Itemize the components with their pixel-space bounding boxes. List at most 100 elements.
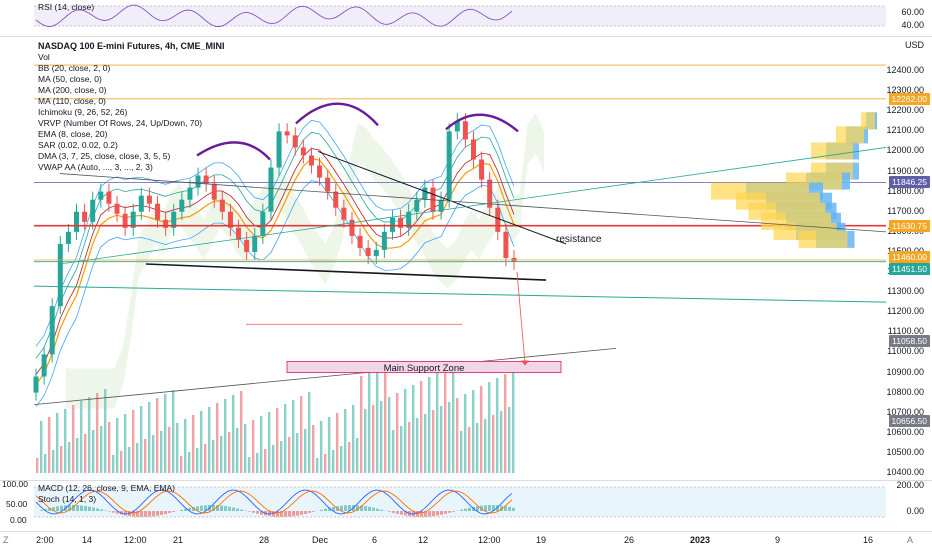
macd-histogram-bar — [276, 511, 279, 517]
macd-histogram-bar — [220, 505, 223, 511]
macd-histogram-bar — [292, 511, 295, 517]
osc-left-tick-100: 100.00 — [2, 481, 28, 489]
volume-bar — [204, 444, 207, 473]
macd-histogram-bar — [324, 508, 327, 511]
candle-body — [373, 249, 379, 256]
candle-body — [398, 217, 404, 228]
macd-histogram-bar — [80, 505, 83, 511]
rsi-tick-40: 40.00 — [901, 20, 924, 30]
macd-histogram-bar — [304, 511, 307, 514]
candle-body — [138, 195, 144, 212]
stoch-legend: Stoch (14, 1, 3) — [38, 494, 97, 504]
volume-bar — [68, 442, 71, 473]
candle-body — [82, 211, 88, 222]
price-tick-label: 10500.00 — [886, 446, 924, 457]
indicator-legend-item: BB (20, close, 2, 0) — [38, 63, 111, 73]
macd-histogram-bar — [300, 511, 303, 515]
macd-histogram-bar — [500, 505, 503, 511]
volume-bar — [212, 440, 215, 473]
macd-histogram-bar — [112, 511, 115, 513]
candle-body — [495, 207, 501, 232]
corner-left-label[interactable]: Z — [3, 535, 9, 545]
macd-histogram-bar — [124, 511, 127, 516]
candle-body — [454, 121, 460, 132]
price-pane[interactable]: NASDAQ 100 E-mini Futures, 4h, CME_MINI … — [0, 37, 932, 480]
volume-bar — [452, 365, 455, 473]
indicator-legend-item: EMA (8, close, 20) — [38, 129, 108, 139]
volume-bar — [440, 406, 443, 473]
macd-histogram-bar — [476, 506, 479, 511]
volume-bar — [208, 407, 211, 473]
price-tick-label: 11900.00 — [887, 165, 924, 176]
projection-arrow — [516, 271, 526, 364]
candle-body — [341, 207, 347, 220]
candle-body — [41, 354, 47, 377]
volume-profile-down — [798, 230, 848, 248]
volume-bar — [160, 431, 163, 473]
volume-bar — [336, 413, 339, 473]
macd-histogram-bar — [196, 506, 199, 511]
volume-bar — [400, 426, 403, 473]
volume-bar — [264, 449, 267, 473]
pane-separator[interactable] — [0, 36, 932, 37]
volume-bar — [240, 391, 243, 473]
resistance-trendline — [317, 150, 567, 245]
pane-separator-2[interactable] — [0, 480, 932, 481]
macd-histogram-bar — [240, 509, 243, 511]
macd-histogram-bar — [248, 511, 251, 512]
volume-bar — [352, 405, 355, 473]
time-tick-label: 26 — [624, 535, 635, 545]
macd-histogram-bar — [132, 511, 135, 517]
candle-body — [33, 376, 39, 393]
candle-body — [292, 135, 298, 148]
macd-histogram-bar — [280, 511, 283, 517]
volume-bar — [324, 454, 327, 473]
candle-body — [57, 243, 63, 307]
volume-bar — [252, 420, 255, 473]
volume-bar — [192, 415, 195, 473]
macd-histogram-bar — [348, 505, 351, 511]
volume-bar — [136, 443, 139, 473]
projection-arrow-head — [521, 360, 529, 366]
volume-profile-down — [811, 142, 853, 160]
price-tick-label: 12300.00 — [886, 85, 924, 96]
candle-body — [236, 227, 242, 240]
volume-bar — [508, 407, 511, 473]
macd-histogram-bar — [400, 511, 403, 515]
macd-histogram-bar — [228, 506, 231, 511]
time-tick-label: 21 — [173, 535, 184, 545]
volume-bar — [448, 402, 451, 473]
volume-bar — [40, 421, 43, 473]
volume-bar — [460, 431, 463, 473]
volume-bar — [444, 369, 447, 473]
macd-legend: MACD (12, 26, close, 9, EMA, EMA) — [38, 483, 175, 493]
macd-histogram-bar — [188, 507, 191, 511]
volume-profile-down — [861, 112, 875, 130]
macd-histogram-bar — [376, 508, 379, 511]
macd-histogram-bar — [396, 511, 399, 514]
macd-histogram-bar — [260, 511, 263, 515]
volume-bar — [384, 364, 387, 473]
macd-histogram-bar — [140, 511, 143, 517]
volume-bar — [420, 381, 423, 473]
volume-bar — [328, 417, 331, 473]
rsi-pane[interactable]: RSI (14, close) 60.00 40.00 — [0, 0, 932, 36]
price-tag: 11630.75 — [889, 219, 930, 232]
volume-bar — [424, 414, 427, 473]
macd-histogram-bar — [200, 505, 203, 511]
volume-bar — [484, 419, 487, 473]
oscillator-pane[interactable]: MACD (12, 26, close, 9, EMA, EMA) Stoch … — [0, 481, 932, 531]
volume-bar — [456, 398, 459, 473]
macd-histogram-bar — [40, 509, 43, 511]
time-tick-label: 19 — [536, 535, 547, 545]
time-tick-label: 9 — [775, 535, 781, 545]
candle-body — [195, 175, 201, 188]
volume-bar — [80, 401, 83, 473]
ma50-line — [35, 157, 515, 385]
indicator-legend-item: VRVP (Number Of Rows, 24, Up/Down, 70) — [38, 118, 203, 128]
macd-histogram-bar — [436, 511, 439, 516]
corner-right-label[interactable]: A — [907, 535, 914, 545]
macd-histogram-bar — [136, 511, 139, 517]
time-tick-label: 16 — [863, 535, 874, 545]
time-tick-label: 28 — [259, 535, 270, 545]
